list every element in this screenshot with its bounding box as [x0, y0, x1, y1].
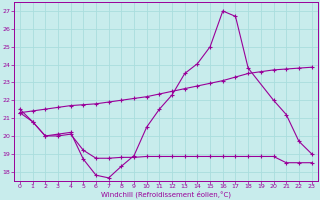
X-axis label: Windchill (Refroidissement éolien,°C): Windchill (Refroidissement éolien,°C): [101, 190, 231, 198]
